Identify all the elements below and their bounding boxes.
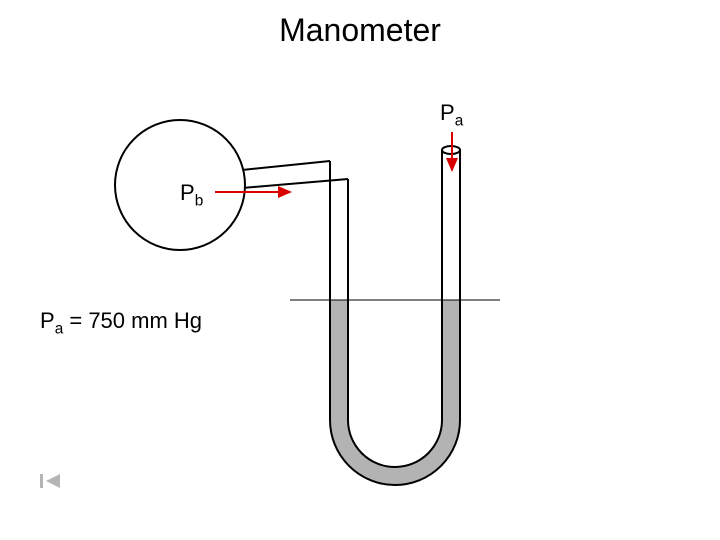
label-pa: Pa [440,100,463,130]
label-pb-base: P [180,180,195,205]
manometer-diagram [0,0,720,540]
label-eq-sub: a [55,320,64,337]
label-pb: Pb [180,180,203,210]
label-eq-rest: = 750 mm Hg [63,308,202,333]
label-pa-sub: a [455,112,464,129]
label-eq-base: P [40,308,55,333]
label-pb-sub: b [195,192,204,209]
label-equation: Pa = 750 mm Hg [40,308,202,338]
label-pa-base: P [440,100,455,125]
nav-back-icon[interactable] [40,472,62,490]
